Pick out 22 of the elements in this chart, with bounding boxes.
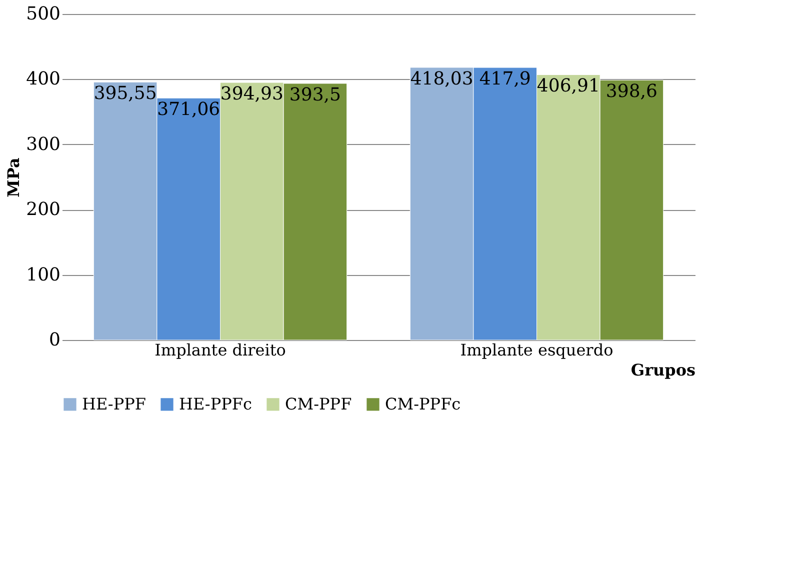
- legend-label: CM-PPF: [285, 394, 352, 414]
- data-label: 406,91: [536, 76, 600, 97]
- y-tick-label: 100: [26, 264, 60, 286]
- y-tick-label: 400: [26, 68, 60, 90]
- legend-label: HE-PPFc: [179, 394, 252, 414]
- y-tick-label: 0: [49, 330, 60, 350]
- y-axis-title: MPa: [4, 158, 24, 198]
- legend-label: CM-PPFc: [385, 394, 461, 414]
- y-tick-label: 500: [26, 4, 60, 24]
- data-label: 371,06: [157, 99, 220, 120]
- data-label: 398,6: [606, 81, 658, 102]
- data-label: 418,03: [410, 68, 474, 90]
- x-axis-title: Grupos: [630, 360, 696, 380]
- data-label: 417,9: [479, 68, 531, 90]
- legend-label: HE-PPF: [82, 394, 146, 414]
- data-label: 395,55: [94, 83, 157, 104]
- x-tick-label: Implante direito: [154, 340, 286, 360]
- y-tick-label: 300: [26, 134, 60, 155]
- data-label: 394,93: [220, 84, 284, 105]
- x-tick-label: Implante esquerdo: [460, 340, 614, 360]
- y-tick-label: 200: [26, 199, 60, 220]
- data-label: 393,5: [289, 84, 341, 106]
